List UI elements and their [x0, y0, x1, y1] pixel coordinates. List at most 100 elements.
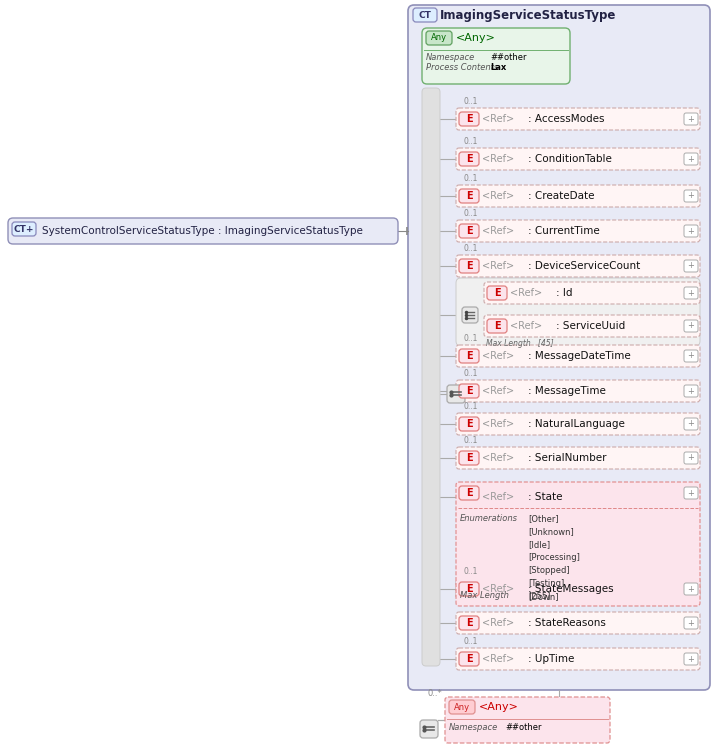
Text: <Ref>: <Ref> [482, 618, 514, 628]
Text: : UpTime: : UpTime [528, 654, 574, 664]
FancyBboxPatch shape [456, 278, 700, 346]
FancyBboxPatch shape [459, 259, 479, 273]
Text: : DeviceServiceCount: : DeviceServiceCount [528, 261, 640, 271]
FancyBboxPatch shape [487, 319, 507, 333]
FancyBboxPatch shape [684, 583, 698, 595]
FancyBboxPatch shape [684, 385, 698, 397]
Text: +: + [687, 351, 695, 360]
Text: [Stopped]: [Stopped] [528, 566, 570, 575]
Text: 0..1: 0..1 [464, 97, 478, 106]
Text: : ServiceUuid: : ServiceUuid [556, 321, 625, 331]
Text: <Ref>: <Ref> [482, 584, 514, 594]
Text: CT+: CT+ [14, 225, 34, 234]
Text: E: E [465, 154, 473, 164]
Text: <Ref>: <Ref> [482, 386, 514, 396]
Text: Lax: Lax [490, 64, 506, 73]
Text: +: + [687, 584, 695, 593]
FancyBboxPatch shape [684, 153, 698, 165]
Text: 0..1: 0..1 [464, 174, 478, 183]
FancyBboxPatch shape [459, 652, 479, 666]
Text: ##other: ##other [490, 52, 526, 61]
Text: [Other]: [Other] [528, 514, 558, 523]
FancyBboxPatch shape [456, 413, 700, 435]
Text: 0..1: 0..1 [464, 334, 478, 343]
Text: <Ref>: <Ref> [482, 419, 514, 429]
Text: [Down]: [Down] [528, 592, 558, 601]
FancyBboxPatch shape [422, 88, 440, 666]
FancyBboxPatch shape [456, 148, 700, 170]
FancyBboxPatch shape [684, 113, 698, 125]
Text: 0..1: 0..1 [464, 402, 478, 411]
Text: E: E [465, 453, 473, 463]
FancyBboxPatch shape [456, 482, 700, 606]
Text: Namespace: Namespace [426, 52, 475, 61]
FancyBboxPatch shape [484, 282, 700, 304]
FancyBboxPatch shape [684, 653, 698, 665]
Text: : StateReasons: : StateReasons [528, 618, 606, 628]
Text: 0..1: 0..1 [464, 567, 478, 576]
Text: Namespace: Namespace [449, 723, 498, 732]
Text: : StateMessages: : StateMessages [528, 584, 614, 594]
FancyBboxPatch shape [684, 287, 698, 299]
Text: [Unknown]: [Unknown] [528, 527, 574, 536]
Text: +: + [687, 226, 695, 235]
FancyBboxPatch shape [456, 612, 700, 634]
Text: E: E [465, 351, 473, 361]
FancyBboxPatch shape [459, 384, 479, 398]
Text: : Id: : Id [556, 288, 573, 298]
Text: : State: : State [528, 492, 563, 502]
FancyBboxPatch shape [456, 108, 700, 130]
FancyBboxPatch shape [459, 451, 479, 465]
Text: <Ref>: <Ref> [482, 492, 514, 502]
FancyBboxPatch shape [459, 189, 479, 203]
Text: +: + [687, 154, 695, 163]
Text: : ConditionTable: : ConditionTable [528, 154, 612, 164]
Text: <Ref>: <Ref> [482, 261, 514, 271]
Text: <Ref>: <Ref> [482, 191, 514, 201]
Text: E: E [465, 191, 473, 201]
FancyBboxPatch shape [684, 617, 698, 629]
Text: E: E [465, 618, 473, 628]
Text: [Testing]: [Testing] [528, 579, 564, 588]
Text: [Processing]: [Processing] [528, 553, 580, 562]
Text: E: E [465, 488, 473, 498]
Text: E: E [494, 321, 500, 331]
Text: Enumerations: Enumerations [460, 514, 518, 523]
FancyBboxPatch shape [684, 418, 698, 430]
Text: +: + [687, 488, 695, 497]
Text: 0..1: 0..1 [464, 244, 478, 253]
Text: <Ref>: <Ref> [482, 453, 514, 463]
FancyBboxPatch shape [447, 385, 465, 403]
Text: : SerialNumber: : SerialNumber [528, 453, 606, 463]
Text: [255]: [255] [528, 592, 551, 601]
Text: 0..1: 0..1 [464, 369, 478, 378]
Text: E: E [465, 654, 473, 664]
FancyBboxPatch shape [459, 112, 479, 126]
FancyBboxPatch shape [684, 320, 698, 332]
FancyBboxPatch shape [408, 5, 710, 690]
Text: ##other: ##other [505, 723, 541, 732]
FancyBboxPatch shape [8, 218, 398, 244]
Text: 0..*: 0..* [428, 690, 442, 699]
Text: +: + [687, 419, 695, 428]
FancyBboxPatch shape [420, 720, 438, 738]
FancyBboxPatch shape [413, 8, 437, 22]
FancyBboxPatch shape [684, 225, 698, 237]
FancyBboxPatch shape [445, 697, 610, 743]
FancyBboxPatch shape [459, 486, 479, 500]
FancyBboxPatch shape [684, 190, 698, 202]
Text: 0..1: 0..1 [464, 137, 478, 146]
Text: E: E [494, 288, 500, 298]
FancyBboxPatch shape [422, 28, 570, 84]
Text: 0..1: 0..1 [464, 436, 478, 445]
Text: : MessageTime: : MessageTime [528, 386, 606, 396]
FancyBboxPatch shape [459, 152, 479, 166]
Text: <Ref>: <Ref> [482, 654, 514, 664]
Text: : CreateDate: : CreateDate [528, 191, 594, 201]
Text: E: E [465, 261, 473, 271]
Text: +: + [687, 288, 695, 297]
FancyBboxPatch shape [456, 255, 700, 277]
FancyBboxPatch shape [684, 452, 698, 464]
FancyBboxPatch shape [426, 31, 452, 45]
Text: +: + [687, 261, 695, 270]
